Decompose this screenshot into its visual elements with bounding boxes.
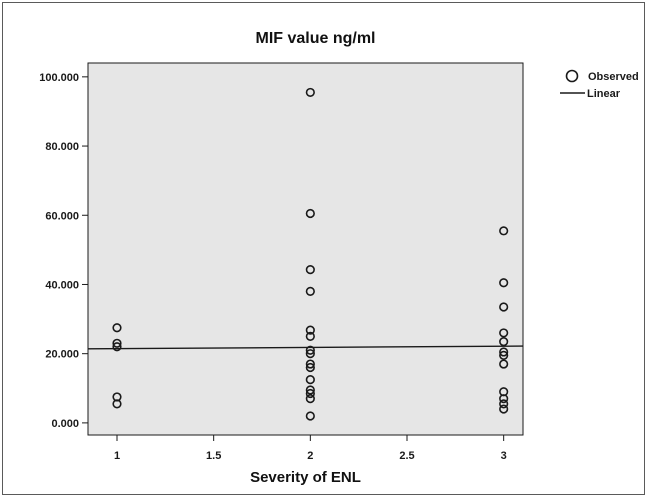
data-point (112, 338, 122, 348)
chart-title: MIF value ng/ml (255, 30, 375, 47)
x-axis-title: Severity of ENL (250, 469, 361, 486)
data-point (305, 411, 315, 421)
x-tick-label: 3 (501, 450, 507, 462)
data-point (305, 359, 315, 369)
data-point (305, 362, 315, 373)
data-point (499, 336, 509, 347)
y-tick-label: 20.000 (45, 349, 79, 361)
y-tick-label: 0.000 (51, 418, 79, 430)
data-point (305, 325, 315, 335)
x-tick-label: 1.5 (206, 450, 221, 462)
data-point (305, 388, 315, 399)
legend-observed-marker (565, 69, 579, 83)
data-point (305, 349, 315, 359)
data-point (499, 226, 509, 236)
x-tick-label: 1 (114, 450, 120, 462)
data-point (112, 399, 122, 409)
data-point (499, 404, 509, 414)
fit-line-layer (87, 345, 524, 350)
data-point (305, 264, 315, 275)
plot-area (87, 62, 524, 436)
data-point (499, 302, 509, 312)
data-point (305, 345, 315, 355)
y-tick-label: 40.000 (45, 279, 79, 291)
data-point (499, 350, 509, 361)
data-point (499, 394, 509, 404)
data-point (499, 347, 509, 357)
scatter-chart: MIF value ng/ml Severity of ENL 0.000 20.… (39, 30, 639, 486)
data-point (499, 278, 509, 288)
points-layer (112, 87, 509, 421)
legend-linear-label: Linear (587, 88, 621, 100)
data-point (305, 385, 315, 395)
data-point (499, 399, 509, 409)
data-point (305, 375, 315, 385)
legend-observed-label: Observed (588, 71, 639, 83)
y-tick-label: 60.000 (45, 210, 79, 222)
data-point (305, 87, 315, 98)
data-point (305, 394, 315, 404)
y-tick-label: 100.000 (39, 72, 79, 84)
x-tick-label: 2.5 (399, 450, 414, 462)
data-point (305, 208, 315, 219)
data-point (112, 342, 122, 352)
x-tick-label: 2 (307, 450, 313, 462)
legend: Observed Linear (560, 69, 639, 100)
axes: 0.000 20.000 40.000 60.000 80.000 100.000 1 1.5… (39, 72, 506, 462)
data-point (112, 323, 122, 333)
data-point (305, 286, 315, 296)
y-tick-label: 80.000 (45, 141, 79, 153)
data-point (499, 328, 509, 338)
data-point (499, 359, 509, 369)
data-point (305, 331, 315, 341)
linear-fit-line (87, 345, 524, 350)
